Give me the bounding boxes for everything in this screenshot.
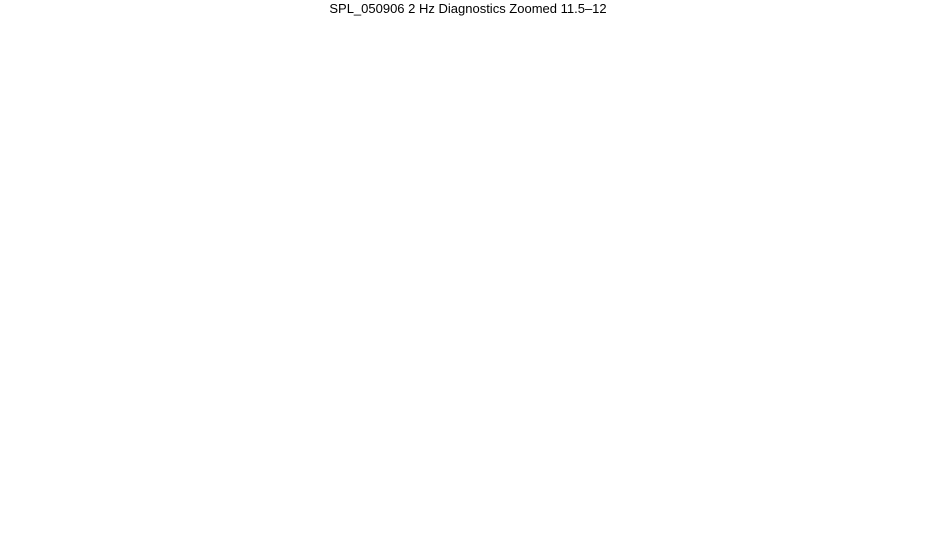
page-title: SPL_050906 2 Hz Diagnostics Zoomed 11.5–… — [329, 1, 607, 16]
